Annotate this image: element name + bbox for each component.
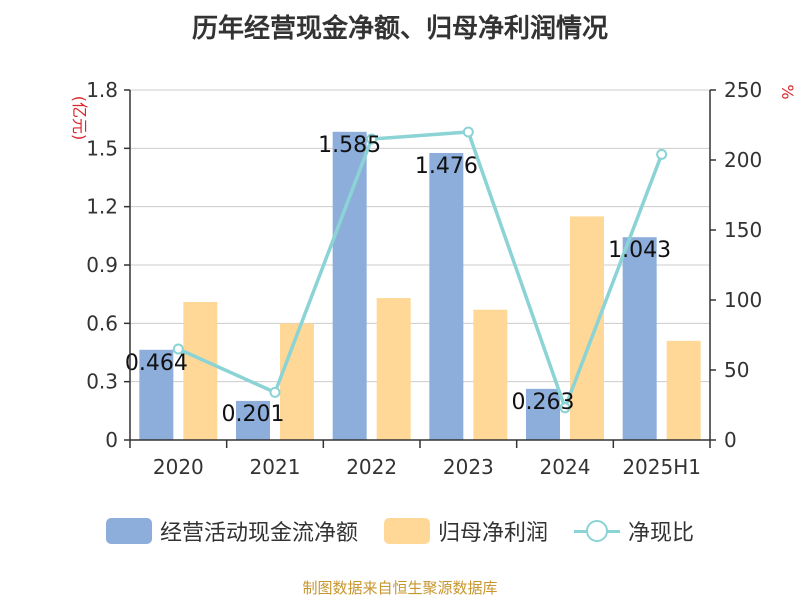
- bar-cashflow-2020: [139, 349, 174, 440]
- bar-net-profit-2020: [183, 301, 218, 440]
- bar-net-profit-2021: [280, 323, 314, 440]
- x-tick-label-0: 2020: [153, 455, 204, 479]
- data-labels: 0.464 0.201 1.585 1.476 0.263 1.043: [125, 133, 671, 427]
- bar-cashflow-2023: [429, 153, 464, 440]
- ratio-point-2021: [269, 386, 281, 398]
- legend-swatch-ratio: [574, 518, 620, 544]
- data-label-cashflow-2023: 1.476: [415, 154, 478, 179]
- right-tick-label-0: 0: [724, 428, 737, 452]
- bar-cashflow-2024: [526, 388, 560, 440]
- right-tick-label-5: 250: [724, 78, 762, 102]
- legend-swatch-cashflow: [105, 518, 152, 544]
- left-tick-label-5: 1.5: [86, 136, 118, 160]
- left-tick-label-4: 1.2: [86, 195, 118, 219]
- ratio-point-2023: [462, 126, 474, 138]
- data-label-cashflow-2025H1: 1.043: [608, 238, 671, 263]
- bar-net-profit-2022: [376, 298, 411, 440]
- bar-net-profit-2023: [473, 309, 508, 440]
- legend-label-net-profit: 归母净利润: [437, 521, 548, 546]
- ratio-point-2024: [559, 402, 571, 414]
- chart-title: 历年经营现金净额、归母净利润情况: [191, 14, 608, 44]
- x-tick-label-2: 2022: [346, 455, 397, 479]
- right-axis-unit: %: [778, 84, 797, 99]
- x-tick-label-5: 2025H1: [622, 455, 701, 479]
- data-label-cashflow-2021: 0.201: [222, 402, 285, 427]
- ratio-line: [172, 126, 668, 414]
- x-tick-label-3: 2023: [443, 455, 494, 479]
- source-note: 制图数据来自恒生聚源数据库: [302, 579, 498, 597]
- data-label-cashflow-2024: 0.263: [512, 390, 575, 415]
- x-tick-label-1: 2021: [250, 455, 301, 479]
- right-tick-label-4: 200: [724, 148, 762, 172]
- legend-swatch-net-profit: [383, 518, 430, 544]
- ratio-point-2020: [172, 343, 184, 355]
- right-tick-label-1: 50: [724, 358, 749, 382]
- bar-net-profit-2024: [570, 216, 604, 440]
- bar-cashflow-2025H1: [622, 237, 657, 440]
- data-label-cashflow-2022: 1.585: [318, 133, 381, 158]
- left-tick-label-0: 0: [105, 428, 118, 452]
- left-axis-unit: (亿元): [70, 96, 89, 141]
- right-tick-label-3: 150: [724, 218, 762, 242]
- data-label-cashflow-2020: 0.464: [125, 351, 188, 376]
- ratio-point-2025H1: [656, 148, 668, 160]
- ratio-polyline: [177, 130, 664, 413]
- bars: [139, 131, 701, 441]
- left-tick-label-6: 1.8: [86, 78, 118, 102]
- legend-item-net-profit[interactable]: 归母净利润: [383, 515, 548, 547]
- ratio-point-2022: [366, 133, 378, 145]
- bar-cashflow-2021: [236, 400, 270, 440]
- legend-label-ratio: 净现比: [628, 521, 695, 546]
- legend: 经营活动现金流净额 归母净利润 净现比: [0, 515, 800, 547]
- legend-item-ratio[interactable]: 净现比: [574, 515, 694, 547]
- legend-label-cashflow: 经营活动现金流净额: [159, 521, 358, 546]
- left-tick-label-1: 0.3: [86, 370, 118, 394]
- bar-cashflow-2022: [332, 131, 367, 441]
- legend-item-cashflow[interactable]: 经营活动现金流净额: [105, 515, 358, 547]
- right-tick-label-2: 100: [724, 288, 762, 312]
- left-tick-label-3: 0.9: [86, 253, 118, 277]
- bar-net-profit-2025H1: [666, 340, 701, 440]
- axes: 0 0.3 0.6 0.9 1.2 1.5 1.8 0 50 100 150 200 250 (亿元)% 2…: [70, 78, 797, 479]
- left-tick-label-2: 0.6: [86, 311, 118, 335]
- x-tick-label-4: 2024: [540, 455, 591, 479]
